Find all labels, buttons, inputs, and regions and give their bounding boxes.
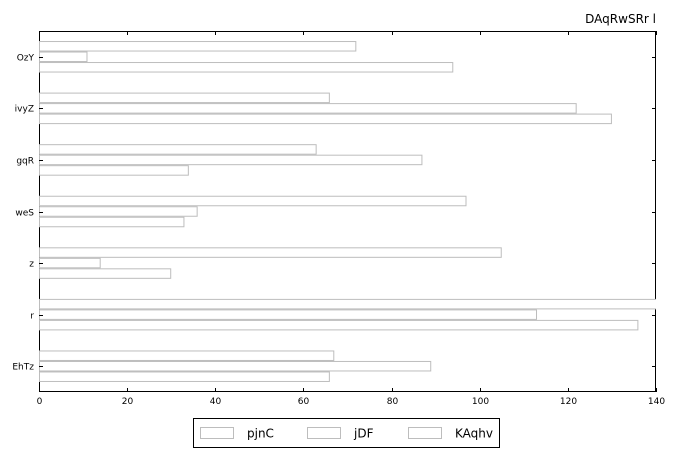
bar-KAqhv-EhTz [39, 371, 330, 382]
x-tick-label: 20 [122, 397, 134, 407]
y-tick-label: weS [15, 209, 34, 219]
bar-KAqhv-z [39, 268, 172, 279]
bar-pjnC-ivyZ [39, 92, 330, 104]
bar-pjnC-EhTz [39, 350, 335, 361]
y-tick-label: z [29, 260, 34, 270]
x-axis: 0 20 40 60 80 100 120 140 [37, 31, 665, 407]
legend-swatch-pjnC [200, 427, 234, 439]
bar-jDF-ivyZ [39, 103, 577, 114]
x-tick-label: 40 [210, 397, 222, 407]
bar-KAqhv-r [39, 319, 639, 331]
y-axis: OzY ivyZ gqR weS z r EhTz [12, 54, 656, 373]
x-tick-label: 100 [472, 397, 489, 407]
bar-KAqhv-ivyZ [39, 113, 612, 125]
legend-swatch-KAqhv [408, 427, 442, 439]
y-tick-label: r [30, 312, 34, 322]
bar-jDF-z [39, 257, 101, 269]
x-tick-label: 0 [37, 397, 43, 407]
bar-KAqhv-weS [39, 216, 185, 228]
bar-pjnC-z [39, 247, 502, 258]
x-tick-label: 140 [648, 397, 665, 407]
bar-jDF-weS [39, 206, 198, 217]
bars [39, 41, 656, 382]
legend-swatch-jDF [307, 427, 341, 439]
bar-KAqhv-gqR [39, 165, 189, 176]
bar-jDF-gqR [39, 154, 423, 166]
legend-label-KAqhv: KAqhv [455, 427, 493, 441]
x-tick-label: 80 [387, 397, 399, 407]
bar-jDF-EhTz [39, 360, 432, 372]
legend-box [193, 418, 500, 448]
x-tick-label: 120 [560, 397, 577, 407]
bar-jDF-r [39, 309, 538, 320]
bar-pjnC-OzY [39, 41, 357, 52]
bar-pjnC-r [39, 298, 656, 310]
x-tick-label: 60 [298, 397, 310, 407]
bar-pjnC-weS [39, 195, 467, 207]
chart-title: DAqRwSRr l [585, 12, 656, 26]
legend-label-jDF: jDF [353, 427, 374, 441]
bar-jDF-OzY [39, 51, 88, 63]
y-tick-label: gqR [16, 157, 34, 167]
y-tick-label: OzY [17, 54, 35, 64]
y-tick-label: EhTz [12, 363, 34, 373]
legend: pjnC jDF KAqhv [193, 418, 500, 448]
bar-KAqhv-OzY [39, 62, 454, 73]
bar-pjnC-gqR [39, 144, 317, 155]
y-tick-label: ivyZ [15, 105, 34, 115]
legend-label-pjnC: pjnC [247, 427, 274, 441]
